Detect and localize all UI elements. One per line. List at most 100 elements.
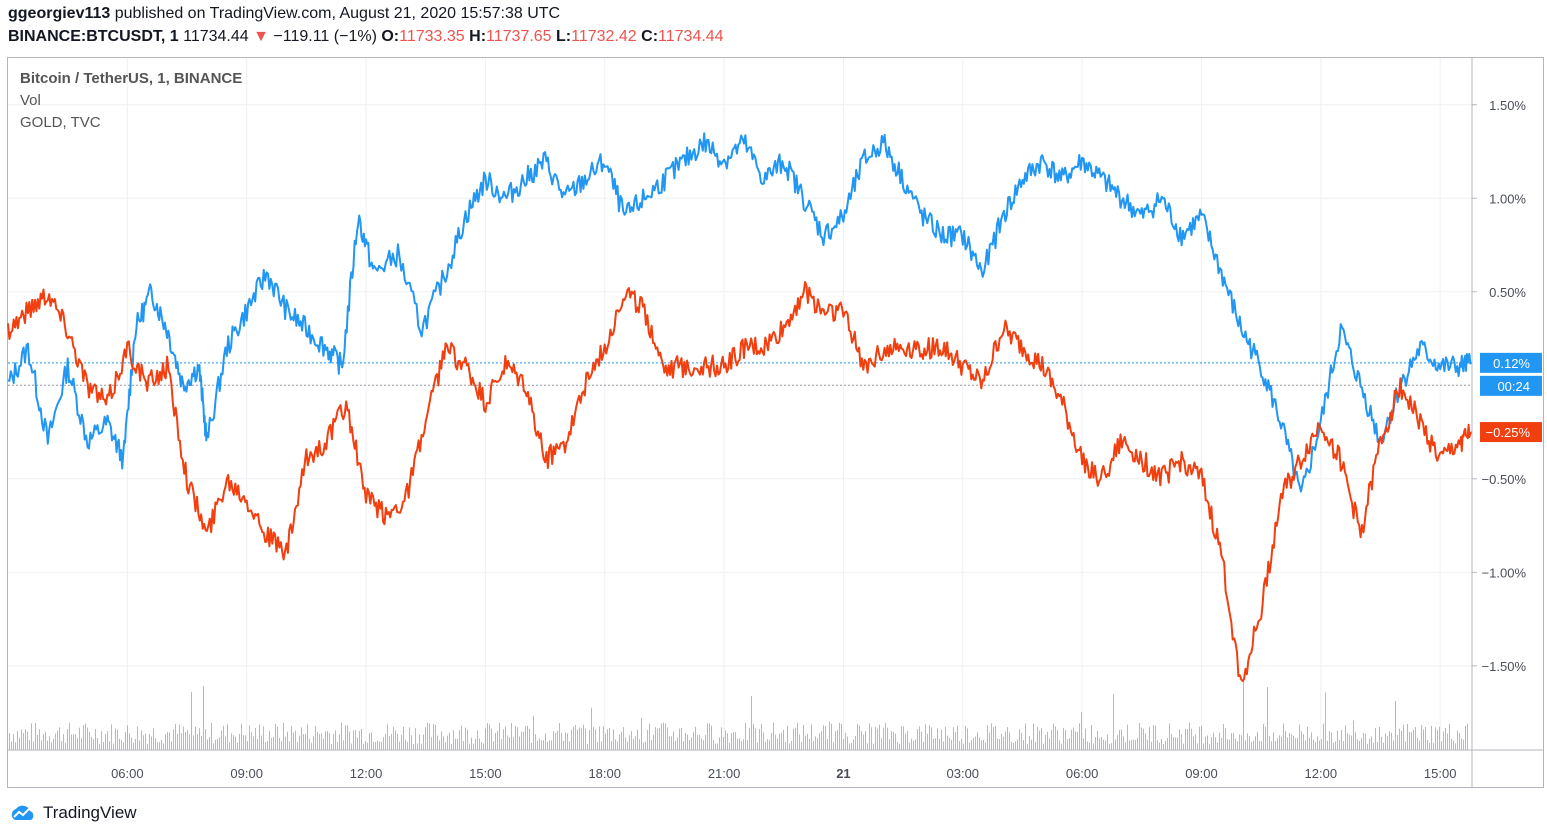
volume-bar xyxy=(145,733,146,750)
volume-bar xyxy=(91,736,92,750)
volume-bar xyxy=(273,736,274,750)
volume-bar xyxy=(953,727,954,750)
volume-bar xyxy=(1221,738,1222,750)
volume-bar xyxy=(631,730,632,750)
volume-bar xyxy=(805,735,806,750)
series-line-gold[interactable] xyxy=(7,281,1473,683)
volume-bar xyxy=(1321,738,1322,750)
volume-bar xyxy=(261,735,262,750)
volume-bar xyxy=(31,723,32,750)
volume-bar xyxy=(187,730,188,750)
volume-bar xyxy=(451,743,452,750)
volume-bar xyxy=(53,738,54,750)
volume-bar xyxy=(1137,737,1138,750)
volume-bar xyxy=(1005,731,1006,750)
volume-bar xyxy=(843,739,844,750)
volume-bar xyxy=(613,729,614,750)
volume-bar xyxy=(375,742,376,750)
volume-bar xyxy=(1465,725,1466,750)
volume-bar xyxy=(469,743,470,750)
volume-bar xyxy=(531,743,532,750)
volume-bar xyxy=(1353,720,1354,750)
volume-bar xyxy=(119,738,120,750)
legend-compare-series[interactable]: GOLD, TVC xyxy=(20,114,101,131)
tradingview-cloud-logo-icon xyxy=(11,805,34,820)
volume-bar xyxy=(1261,741,1262,750)
volume-bar xyxy=(77,738,78,750)
volume-bar xyxy=(397,733,398,750)
volume-bar xyxy=(599,726,600,750)
volume-bar xyxy=(315,726,316,750)
volume-bar xyxy=(1403,724,1404,750)
volume-bar xyxy=(1377,741,1378,750)
volume-bar xyxy=(1343,741,1344,750)
volume-bar xyxy=(147,743,148,750)
volume-bar xyxy=(943,741,944,750)
volume-bar xyxy=(313,736,314,750)
volume-bar xyxy=(1319,740,1320,750)
volume-bar xyxy=(229,742,230,750)
volume-bar xyxy=(881,738,882,750)
volume-bar xyxy=(603,726,604,750)
volume-bar xyxy=(227,724,228,750)
volume-bar xyxy=(1275,741,1276,750)
volume-bar xyxy=(1043,743,1044,750)
volume-bar xyxy=(1427,739,1428,750)
legend-main-series[interactable]: Bitcoin / TetherUS, 1, BINANCE xyxy=(20,70,243,87)
volume-bar xyxy=(695,726,696,750)
volume-bar xyxy=(595,729,596,750)
volume-bar xyxy=(225,736,226,750)
author-username[interactable]: ggeorgiev113 xyxy=(8,5,111,22)
volume-bar xyxy=(75,734,76,750)
volume-bar xyxy=(1189,722,1190,750)
volume-bar xyxy=(201,735,202,750)
volume-bar xyxy=(361,729,362,750)
x-tick-label: 09:00 xyxy=(230,766,263,781)
volume-bar xyxy=(1363,732,1364,750)
volume-bar xyxy=(557,730,558,750)
volume-bar xyxy=(305,734,306,750)
x-tick-label: 21:00 xyxy=(708,766,741,781)
volume-bar xyxy=(1437,729,1438,750)
volume-bar xyxy=(701,738,702,750)
volume-bar xyxy=(673,731,674,750)
volume-bar xyxy=(209,737,210,750)
volume-bar xyxy=(639,739,640,750)
brand-footer[interactable]: TradingView xyxy=(8,803,137,823)
volume-bar xyxy=(1307,726,1308,750)
volume-bar xyxy=(335,730,336,750)
volume-bar xyxy=(475,739,476,750)
volume-bar xyxy=(1119,729,1120,750)
volume-bar xyxy=(175,724,176,750)
volume-bar xyxy=(479,738,480,750)
volume-bar xyxy=(1413,729,1414,750)
volume-bar xyxy=(507,735,508,750)
volume-bar xyxy=(1039,730,1040,750)
volume-bar xyxy=(909,742,910,750)
volume-bar xyxy=(1077,732,1078,750)
volume-bar xyxy=(59,727,60,750)
volume-bar xyxy=(665,723,666,750)
volume-bar xyxy=(993,727,994,750)
volume-bar xyxy=(899,743,900,750)
change-down-arrow-icon: ▼ xyxy=(253,28,269,45)
volume-bar xyxy=(1459,733,1460,750)
volume-bar xyxy=(1239,734,1240,750)
volume-bar xyxy=(1233,732,1234,750)
volume-bar xyxy=(971,740,972,750)
volume-bar xyxy=(1237,741,1238,750)
volume-bar xyxy=(1075,731,1076,750)
volume-bar xyxy=(877,728,878,750)
volume-bar xyxy=(1009,732,1010,750)
x-tick-label: 09:00 xyxy=(1185,766,1218,781)
volume-bar xyxy=(489,724,490,750)
legend-volume[interactable]: Vol xyxy=(20,92,41,109)
volume-bar xyxy=(563,740,564,750)
series-line-btc[interactable] xyxy=(7,132,1473,493)
close-value: 11734.44 xyxy=(658,28,724,45)
volume-bar xyxy=(747,740,748,750)
volume-bar xyxy=(33,741,34,750)
volume-bar xyxy=(1415,727,1416,750)
volume-bar xyxy=(865,731,866,750)
